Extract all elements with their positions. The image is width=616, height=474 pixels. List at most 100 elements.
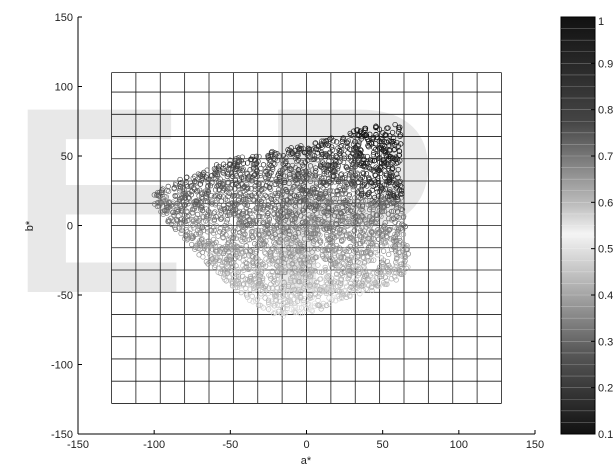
scatter-point: [299, 169, 305, 176]
scatter-point: [288, 253, 294, 260]
y-tick-label: 0: [67, 221, 73, 233]
scatter-point: [335, 245, 341, 251]
scatter-point: [172, 193, 178, 199]
scatter-point: [288, 199, 294, 205]
scatter-point: [365, 144, 372, 150]
scatter-point: [261, 228, 267, 235]
scatter-point: [366, 176, 372, 182]
scatter-point: [307, 295, 313, 301]
scatter-point: [312, 165, 319, 171]
scatter-point: [374, 134, 380, 140]
scatter-point: [253, 205, 259, 211]
scatter-point: [167, 218, 173, 224]
scatter-point: [191, 179, 198, 185]
scatter-point: [356, 190, 362, 196]
scatter-point: [354, 127, 361, 133]
scatter-point: [373, 124, 379, 130]
scatter-point: [328, 219, 335, 225]
scatter-point: [394, 225, 400, 232]
scatter-point: [381, 281, 388, 287]
scatter-point: [347, 293, 353, 300]
scatter-point: [384, 202, 391, 209]
scatter-point: [171, 213, 177, 219]
scatter-point: [206, 212, 212, 219]
scatter-point: [349, 178, 355, 184]
scatter-point: [301, 187, 308, 194]
scatter-point: [319, 179, 325, 185]
scatter-point: [349, 174, 355, 180]
scatter-point: [372, 194, 378, 201]
scatter-point: [265, 203, 272, 209]
scatter-point: [300, 207, 307, 214]
scatter-point: [393, 185, 399, 191]
scatter-point: [284, 213, 291, 219]
scatter-point: [267, 153, 273, 160]
scatter-point: [401, 241, 407, 247]
scatter-point: [368, 240, 374, 246]
scatter-point: [230, 271, 237, 277]
scatter-point: [302, 274, 309, 281]
colorbar-tick-label: 0.5: [598, 244, 613, 256]
scatter-point: [373, 132, 379, 138]
scatter-point: [186, 234, 192, 240]
scatter-point: [344, 223, 350, 229]
scatter-point: [389, 141, 395, 147]
scatter-point: [188, 183, 194, 189]
scatter-point: [268, 149, 275, 156]
scatter-point: [355, 152, 361, 158]
scatter-point: [396, 220, 402, 227]
scatter-point: [297, 248, 304, 255]
scatter-point: [319, 196, 325, 203]
scatter-point: [364, 161, 370, 167]
scatter-point: [376, 138, 382, 144]
scatter-point: [287, 263, 293, 270]
scatter-point: [255, 231, 262, 238]
scatter-point: [193, 231, 199, 237]
scatter-point: [393, 248, 399, 255]
scatter-point: [209, 253, 215, 260]
scatter-point: [277, 168, 283, 174]
scatter-point: [278, 266, 285, 272]
scatter-point: [378, 187, 384, 193]
scatter-point: [344, 291, 350, 298]
scatter-point: [317, 238, 324, 244]
scatter-point: [279, 310, 285, 317]
scatter-point: [256, 285, 262, 292]
scatter-point: [206, 238, 212, 244]
scatter-point: [393, 277, 399, 283]
scatter-point: [189, 241, 195, 248]
scatter-point: [363, 270, 369, 277]
scatter-point: [337, 144, 343, 150]
scatter-point: [271, 239, 277, 246]
scatter-point: [357, 291, 363, 297]
scatter-point: [386, 197, 392, 203]
scatter-point: [368, 166, 375, 173]
scatter-point: [257, 172, 263, 179]
scatter-point: [280, 226, 286, 232]
scatter-point: [370, 152, 377, 158]
scatter-point: [299, 267, 305, 273]
scatter-point: [254, 296, 261, 302]
scatter-point: [296, 248, 302, 255]
scatter-point: [229, 173, 236, 179]
scatter-point: [336, 227, 343, 233]
scatter-point: [307, 228, 313, 234]
scatter-point: [307, 284, 313, 290]
scatter-point: [219, 259, 226, 265]
scatter-point: [307, 178, 314, 184]
scatter-point: [394, 208, 401, 215]
scatter-point: [182, 195, 188, 201]
scatter-point: [378, 208, 384, 215]
scatter-point: [392, 156, 398, 163]
scatter-point: [398, 201, 404, 207]
scatter-point: [352, 145, 359, 151]
scatter-point: [285, 228, 292, 234]
scatter-point: [389, 129, 396, 136]
scatter-point: [189, 235, 195, 241]
scatter-point: [318, 306, 324, 312]
scatter-point: [238, 289, 244, 296]
scatter-point: [235, 212, 241, 219]
scatter-points: [151, 121, 411, 319]
scatter-point: [183, 233, 189, 240]
y-tick-label: -50: [57, 290, 73, 302]
